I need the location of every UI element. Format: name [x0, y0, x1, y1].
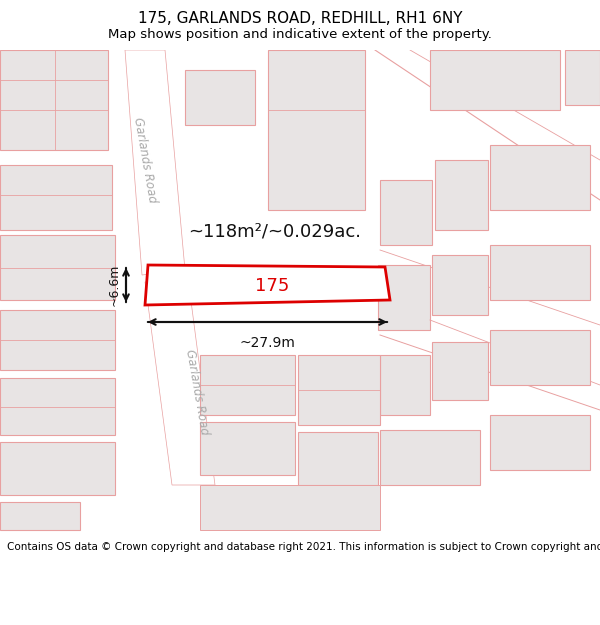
Polygon shape — [298, 432, 378, 485]
Polygon shape — [430, 50, 560, 110]
Polygon shape — [0, 165, 112, 230]
Polygon shape — [432, 342, 488, 400]
Polygon shape — [200, 355, 295, 415]
Text: Garlands Road: Garlands Road — [183, 348, 211, 436]
Polygon shape — [200, 422, 295, 475]
Polygon shape — [490, 415, 590, 470]
Polygon shape — [565, 50, 600, 105]
Polygon shape — [185, 70, 255, 125]
Polygon shape — [0, 502, 80, 530]
Polygon shape — [268, 50, 365, 210]
Polygon shape — [0, 235, 115, 300]
Polygon shape — [298, 355, 380, 425]
Polygon shape — [145, 265, 390, 305]
Polygon shape — [380, 180, 432, 245]
Polygon shape — [490, 330, 590, 385]
Polygon shape — [145, 278, 215, 485]
Text: ~118m²/~0.029ac.: ~118m²/~0.029ac. — [188, 223, 361, 241]
Polygon shape — [0, 50, 108, 150]
Polygon shape — [432, 255, 488, 315]
Text: 175, GARLANDS ROAD, REDHILL, RH1 6NY: 175, GARLANDS ROAD, REDHILL, RH1 6NY — [138, 11, 462, 26]
Polygon shape — [435, 160, 488, 230]
Polygon shape — [490, 145, 590, 210]
Polygon shape — [380, 355, 430, 415]
Text: 175: 175 — [255, 277, 289, 295]
Text: ~27.9m: ~27.9m — [239, 336, 295, 350]
Polygon shape — [0, 378, 115, 435]
Polygon shape — [200, 485, 380, 530]
Text: ~6.6m: ~6.6m — [108, 264, 121, 306]
Polygon shape — [490, 245, 590, 300]
Text: Map shows position and indicative extent of the property.: Map shows position and indicative extent… — [108, 28, 492, 41]
Polygon shape — [380, 430, 480, 485]
Text: Contains OS data © Crown copyright and database right 2021. This information is : Contains OS data © Crown copyright and d… — [7, 542, 600, 552]
Polygon shape — [0, 310, 115, 370]
Polygon shape — [125, 50, 185, 275]
Polygon shape — [378, 265, 430, 330]
Text: Garlands Road: Garlands Road — [131, 116, 159, 204]
Polygon shape — [0, 442, 115, 495]
